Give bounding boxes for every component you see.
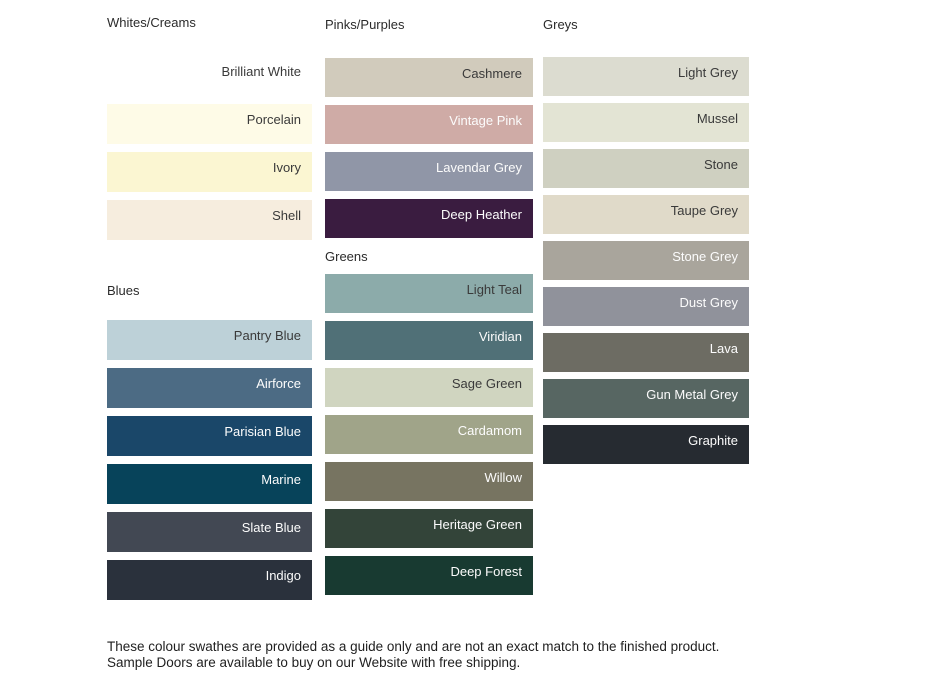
swatch-label: Deep Heather: [441, 207, 522, 222]
swatch-list: Light Teal Viridian Sage Green Cardamom Will…: [325, 274, 533, 595]
colour-swatch: Light Teal: [325, 274, 533, 313]
colour-swatch: Brilliant White: [107, 56, 312, 96]
colour-swatch: Deep Forest: [325, 556, 533, 595]
swatch-label: Brilliant White: [221, 64, 301, 79]
swatch-list: Brilliant White Porcelain Ivory Shell: [107, 56, 312, 240]
colour-swatch: Deep Heather: [325, 199, 533, 238]
swatch-label: Light Grey: [678, 65, 738, 80]
colour-swatch: Cashmere: [325, 58, 533, 97]
swatch-group: Greens Light Teal Viridian Sage Green Cardam…: [325, 248, 533, 595]
swatch-label: Dust Grey: [679, 295, 738, 310]
colour-swatch: Dust Grey: [543, 287, 749, 326]
swatch-label: Slate Blue: [241, 520, 301, 535]
column-whites-blues: Whites/Creams Brilliant White Porcelain Ivo…: [107, 0, 312, 608]
column-pinks-greens: Pinks/Purples Cashmere Vintage Pink Lavenda…: [325, 0, 533, 603]
swatch-label: Gun Metal Grey: [646, 387, 738, 402]
group-title: Greens: [325, 249, 368, 264]
colour-swatch: Indigo: [107, 560, 312, 600]
swatch-label: Indigo: [265, 568, 301, 583]
swatch-label: Graphite: [688, 433, 738, 448]
swatch-label: Taupe Grey: [670, 203, 738, 218]
colour-swatch: Gun Metal Grey: [543, 379, 749, 418]
colour-swatch: Lavendar Grey: [325, 152, 533, 191]
colour-swatch: Mussel: [543, 103, 749, 142]
swatch-label: Vintage Pink: [449, 113, 522, 128]
group-title: Greys: [543, 17, 578, 32]
swatch-label: Marine: [261, 472, 301, 487]
swatch-label: Lava: [709, 341, 738, 356]
swatch-label: Lavendar Grey: [436, 160, 522, 175]
colour-swatch: Cardamom: [325, 415, 533, 454]
swatch-label: Stone: [704, 157, 738, 172]
colour-swatch: Heritage Green: [325, 509, 533, 548]
swatch-label: Light Teal: [466, 282, 522, 297]
colour-swatch: Sage Green: [325, 368, 533, 407]
colour-swatch: Stone: [543, 149, 749, 188]
colour-swatch: Taupe Grey: [543, 195, 749, 234]
colour-swatch: Pantry Blue: [107, 320, 312, 360]
colour-swatch: Stone Grey: [543, 241, 749, 280]
group-title: Blues: [107, 283, 140, 298]
colour-swatch: Vintage Pink: [325, 105, 533, 144]
colour-swatch: Willow: [325, 462, 533, 501]
swatch-label: Porcelain: [246, 112, 301, 127]
colour-swatch: Lava: [543, 333, 749, 372]
swatch-label: Airforce: [256, 376, 301, 391]
swatch-label: Parisian Blue: [224, 424, 301, 439]
group-title: Whites/Creams: [107, 15, 196, 30]
swatch-list: Pantry Blue Airforce Parisian Blue Marine Sl…: [107, 320, 312, 600]
swatch-label: Willow: [484, 470, 522, 485]
swatch-list: Cashmere Vintage Pink Lavendar Grey Deep He…: [325, 58, 533, 238]
swatch-label: Pantry Blue: [233, 328, 301, 343]
swatch-label: Heritage Green: [433, 517, 522, 532]
column-greys: Greys Light Grey Mussel Stone Taupe Grey Ston…: [543, 0, 749, 471]
colour-swatch: Ivory: [107, 152, 312, 192]
swatch-label: Ivory: [272, 160, 301, 175]
colour-swatch: Shell: [107, 200, 312, 240]
group-title: Pinks/Purples: [325, 17, 405, 32]
colour-swatch: Airforce: [107, 368, 312, 408]
colour-swatch: Graphite: [543, 425, 749, 464]
swatch-label: Deep Forest: [450, 564, 522, 579]
swatch-group: Greys Light Grey Mussel Stone Taupe Grey Ston…: [543, 16, 749, 464]
swatch-label: Mussel: [696, 111, 738, 126]
swatch-label: Cardamom: [457, 423, 522, 438]
swatch-list: Light Grey Mussel Stone Taupe Grey Stone Gre…: [543, 57, 749, 464]
disclaimer-text: These colour swathes are provided as a g…: [107, 639, 720, 670]
swatch-label: Cashmere: [462, 66, 522, 81]
colour-swatch: Light Grey: [543, 57, 749, 96]
swatch-label: Sage Green: [451, 376, 522, 391]
colour-swatch: Viridian: [325, 321, 533, 360]
swatch-group: Pinks/Purples Cashmere Vintage Pink Lavenda…: [325, 16, 533, 238]
colour-swatch: Marine: [107, 464, 312, 504]
swatch-group: Whites/Creams Brilliant White Porcelain Ivo…: [107, 14, 312, 240]
colour-swatch: Slate Blue: [107, 512, 312, 552]
colour-swatch: Parisian Blue: [107, 416, 312, 456]
swatch-label: Viridian: [478, 329, 522, 344]
swatch-group: Blues Pantry Blue Airforce Parisian Blue Mar…: [107, 282, 312, 600]
swatch-label: Stone Grey: [672, 249, 738, 264]
colour-swatch: Porcelain: [107, 104, 312, 144]
swatch-label: Shell: [272, 208, 301, 223]
